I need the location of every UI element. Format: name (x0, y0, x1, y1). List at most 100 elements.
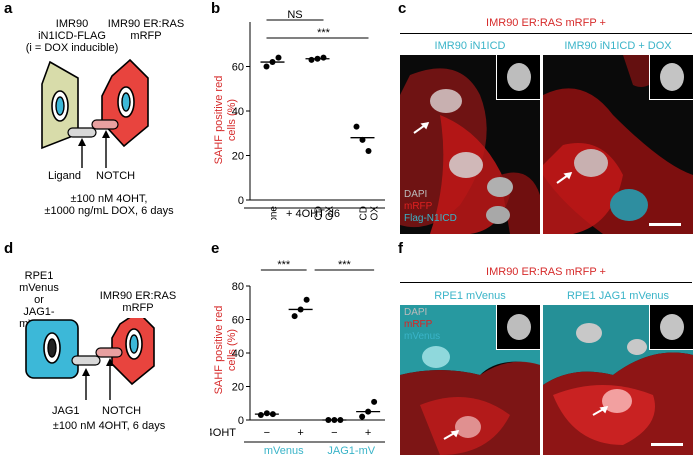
inset-f-right (649, 305, 693, 350)
panel-d-cell-diagram (25, 318, 155, 400)
text-line: mVenus (19, 282, 59, 294)
micrograph-c-left-image (400, 68, 540, 234)
notch-label-d: NOTCH (102, 405, 142, 417)
treatment-sign: − (331, 427, 337, 439)
legend-mrfp: mRFP (404, 201, 433, 212)
micrograph-f-right (543, 305, 693, 455)
x-tick-label: iN1ICD-DOX (314, 206, 336, 220)
text-line: or (34, 294, 44, 306)
y-tick-label: 60 (232, 62, 244, 74)
panel-f-left-title: RPE1 mVenus (434, 290, 506, 302)
x-tick-label-line: Alone (269, 206, 280, 220)
data-point (257, 411, 264, 418)
legend-dapi: DAPI (404, 189, 428, 200)
sig-label-right: *** (338, 259, 352, 271)
data-point (359, 136, 366, 143)
panel-a-right-cell-text: IMR90 ER:RAS mRFP (96, 18, 196, 42)
panel-c-right-title: IMR90 iN1ICD + DOX (564, 40, 672, 52)
panel-a-treatment: ±100 nM 4OHT, ±1000 ng/mL DOX, 6 days (14, 193, 204, 217)
inset-f-left (496, 305, 540, 350)
treatment-sign: − (264, 427, 270, 439)
text-line: mRFP (130, 30, 162, 42)
x-tick-label-line: -DOX (325, 206, 336, 220)
data-point (359, 413, 366, 420)
y-tick-label: 40 (232, 348, 244, 360)
text-line: (i = DOX inducible) (25, 42, 119, 54)
text-line: iN1ICD-FLAG (38, 30, 106, 42)
ylabel-line-2: cells (%) (226, 99, 238, 141)
panel-d-treatment: ±100 nM 4OHT, 6 days (52, 420, 166, 432)
panel-c-header: IMR90 ER:RAS mRFP + (486, 17, 606, 29)
data-point (303, 296, 310, 303)
micrograph-f-left: DAPI mRFP mVenus (400, 305, 540, 455)
data-point (263, 410, 270, 417)
data-point (320, 54, 327, 61)
ligand-shape (67, 127, 97, 138)
panel-e-label: e (211, 240, 220, 257)
group-label-mvenus: mVenus (264, 445, 304, 455)
panel-d-label: d (4, 240, 14, 257)
sig-label-ns: NS (287, 10, 302, 21)
data-point (353, 123, 360, 130)
micrograph-c-right (543, 55, 693, 234)
panel-b-label: b (211, 0, 221, 17)
notch-shape (95, 347, 123, 358)
inset-c-right (649, 55, 693, 100)
data-point (291, 313, 298, 320)
panel-f-header: IMR90 ER:RAS mRFP + (486, 266, 606, 278)
panel-f-right-title: RPE1 JAG1 mVenus (566, 290, 670, 302)
text-line: IMR90 ER:RAS (99, 290, 177, 302)
x-tick-label: iN1ICD+DOX (359, 206, 381, 220)
y-tick-label: 0 (238, 195, 244, 207)
notch-shape (91, 119, 119, 130)
panel-a-cell-diagram (41, 58, 149, 168)
y-tick-label: 20 (232, 151, 244, 163)
treatment-row-label: 4OHT (210, 427, 236, 439)
panel-a-left-cell-text: IMR90 iN1ICD-FLAG (i = DOX inducible) (22, 18, 122, 54)
legend-dapi-f: DAPI (404, 307, 428, 318)
jag1-shape (71, 355, 101, 366)
legend-mvenus-f: mVenus (404, 331, 441, 342)
panel-f-header-rule (400, 282, 692, 283)
data-point (263, 63, 270, 70)
panel-b-footer: + 4OHT d6 (286, 208, 340, 220)
panel-d-right-cell-text: IMR90 ER:RAS mRFP (88, 290, 188, 314)
x-tick-label-line: iN1ICD (359, 206, 370, 220)
micrograph-c-right-image (543, 55, 693, 234)
micrograph-c-left: DAPI mRFP Flag-N1ICD (400, 55, 540, 234)
y-tick-label: 0 (238, 415, 244, 427)
group-label-jag1: JAG1-mV (327, 445, 375, 455)
sig-label-left: *** (277, 259, 291, 271)
panel-c-label: c (398, 0, 407, 17)
micrograph-f-right-image (543, 305, 693, 455)
x-tick-label-line: +DOX (370, 206, 381, 220)
inset-c-left (496, 55, 540, 100)
text-line: IMR90 (55, 18, 89, 30)
legend-mrfp-f: mRFP (404, 319, 433, 330)
text-line: RPE1 (24, 270, 54, 282)
panel-b-chart: SAHF positive red cells (%) 0 20 40 60 Alone… (213, 10, 385, 220)
ylabel-line-1: SAHF positive red (213, 76, 225, 165)
text-line: ±100 nM 4OHT, (70, 193, 148, 205)
legend-flag-n1icd: Flag-N1ICD (404, 213, 457, 224)
ylabel-line-1: SAHF positive red (213, 306, 225, 395)
panel-f-label: f (398, 240, 403, 257)
ylabel-line-2: cells (%) (226, 329, 238, 371)
panel-c-left-title: IMR90 iN1ICD (434, 40, 506, 52)
panel-e-chart: SAHF positive red cells (%) 0 20 40 60 80 ***… (210, 259, 385, 455)
data-point (275, 54, 282, 61)
data-point (308, 56, 315, 63)
y-tick-label: 20 (232, 382, 244, 394)
data-point (371, 398, 378, 405)
text-line: IMR90 ER:RAS (107, 18, 185, 30)
panel-c-header-rule (400, 33, 692, 34)
y-tick-label: 60 (232, 315, 244, 327)
x-tick-label: Alone (269, 206, 280, 220)
text-line: mRFP (122, 302, 154, 314)
x-tick-label-line: iN1ICD (314, 206, 325, 220)
sig-label-stars: *** (317, 27, 331, 39)
y-tick-label: 40 (232, 106, 244, 118)
treatment-sign: + (365, 427, 371, 439)
ligand-label: Ligand (48, 170, 82, 182)
panel-a-label: a (4, 0, 13, 17)
